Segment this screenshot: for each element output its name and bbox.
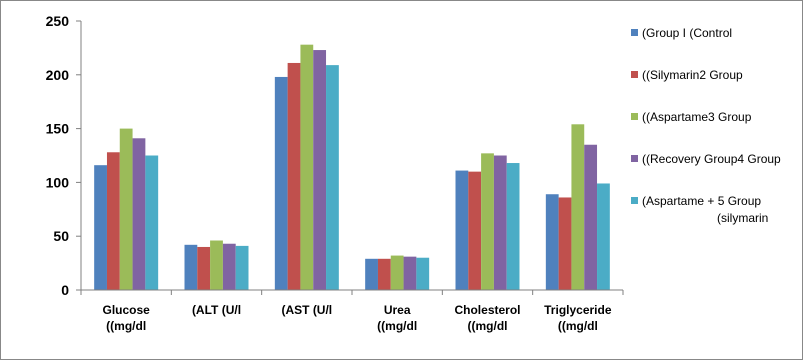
- y-tick-label: 100: [46, 174, 70, 190]
- bar: [119, 128, 133, 290]
- bar: [274, 76, 288, 291]
- y-tick-label: 150: [46, 121, 70, 137]
- legend-label-line: ((Silymarin2 Group: [642, 68, 743, 82]
- bar: [481, 153, 494, 290]
- bar: [210, 240, 223, 290]
- bar: [197, 246, 211, 290]
- x-category-label-line: Triglyceride: [544, 303, 612, 317]
- y-tick-label: 50: [53, 228, 69, 244]
- y-tick-label: 0: [61, 282, 69, 298]
- x-category-label-line: Glucose: [102, 303, 150, 317]
- x-category-label-line: ((mg/dl: [106, 319, 146, 333]
- bar: [365, 258, 378, 290]
- legend-label-line: (Aspartame + 5 Group: [642, 194, 761, 208]
- bar: [390, 255, 404, 290]
- bar: [326, 65, 339, 290]
- x-category-label-line: (ALT (U/l: [192, 303, 241, 317]
- bar: [416, 257, 430, 290]
- legend-label: (Aspartame + 5 Group (silymarin: [642, 194, 768, 225]
- legend-swatch: [631, 113, 638, 120]
- legend-item: (Aspartame + 5 Group (silymarin: [631, 194, 768, 225]
- x-category-label-line: ((mg/dl: [377, 319, 417, 333]
- x-category-label: Urea ((mg/dl: [377, 303, 417, 333]
- bar: [132, 138, 146, 290]
- bar: [184, 244, 198, 290]
- legend-swatch: [631, 29, 638, 36]
- legend-label-line: (Group I (Control: [642, 26, 732, 40]
- bar: [597, 183, 610, 290]
- bar: [545, 194, 559, 290]
- bar: [313, 50, 327, 290]
- y-tick-label: 200: [46, 67, 70, 83]
- bar: [506, 163, 520, 290]
- legend-label-line: ((Aspartame3 Group: [642, 110, 752, 124]
- bar: [584, 144, 598, 290]
- bar: [493, 155, 507, 290]
- bars: [94, 44, 610, 291]
- bar: [468, 171, 482, 290]
- legend-item: ((Aspartame3 Group: [631, 110, 752, 124]
- legend-item: (Group I (Control: [631, 26, 732, 40]
- bar: [222, 243, 236, 290]
- bar: [300, 44, 314, 291]
- y-axis: 0 50 100 150 200 250: [46, 13, 82, 298]
- x-category-label: Cholesterol ((mg/dl: [454, 303, 520, 333]
- x-category-label-line: (AST (U/l: [281, 303, 332, 317]
- x-axis: Glucose ((mg/dl (ALT (U/l (AST (U/l Urea ((mg…: [80, 289, 624, 333]
- bar: [235, 245, 249, 290]
- bar: [571, 124, 585, 291]
- legend-item: ((Recovery Group4 Group: [631, 152, 781, 166]
- legend-label: ((Silymarin2 Group: [642, 68, 743, 82]
- x-category-label-line: ((mg/dl: [558, 319, 598, 333]
- x-category-label-line: ((mg/dl: [468, 319, 508, 333]
- bar: [403, 256, 417, 290]
- bar: [145, 155, 159, 290]
- x-category-label: Glucose ((mg/dl: [102, 303, 150, 333]
- bar: [287, 62, 301, 290]
- x-category-label: (AST (U/l: [281, 303, 332, 317]
- x-category-label-line: Cholesterol: [454, 303, 520, 317]
- legend-item: ((Silymarin2 Group: [631, 68, 743, 82]
- legend-label: (Group I (Control: [642, 26, 732, 40]
- legend-label: ((Aspartame3 Group: [642, 110, 752, 124]
- bar: [377, 258, 391, 290]
- legend-swatch: [631, 155, 638, 162]
- legend-label-line: ((Recovery Group4 Group: [642, 152, 781, 166]
- x-category-label: (ALT (U/l: [192, 303, 241, 317]
- x-category-label-line: Urea: [384, 303, 411, 317]
- legend: (Group I (Control ((Silymarin2 Group ((Asp…: [631, 26, 781, 225]
- legend-label: ((Recovery Group4 Group: [642, 152, 781, 166]
- legend-swatch: [631, 71, 638, 78]
- bar: [94, 165, 107, 290]
- y-tick-label: 250: [46, 13, 70, 29]
- legend-swatch: [631, 197, 638, 204]
- bar: [106, 152, 120, 290]
- x-category-label: Triglyceride ((mg/dl: [544, 303, 612, 333]
- legend-label-line: (silymarin: [717, 211, 768, 225]
- bar: [558, 197, 572, 290]
- bar: [455, 170, 469, 290]
